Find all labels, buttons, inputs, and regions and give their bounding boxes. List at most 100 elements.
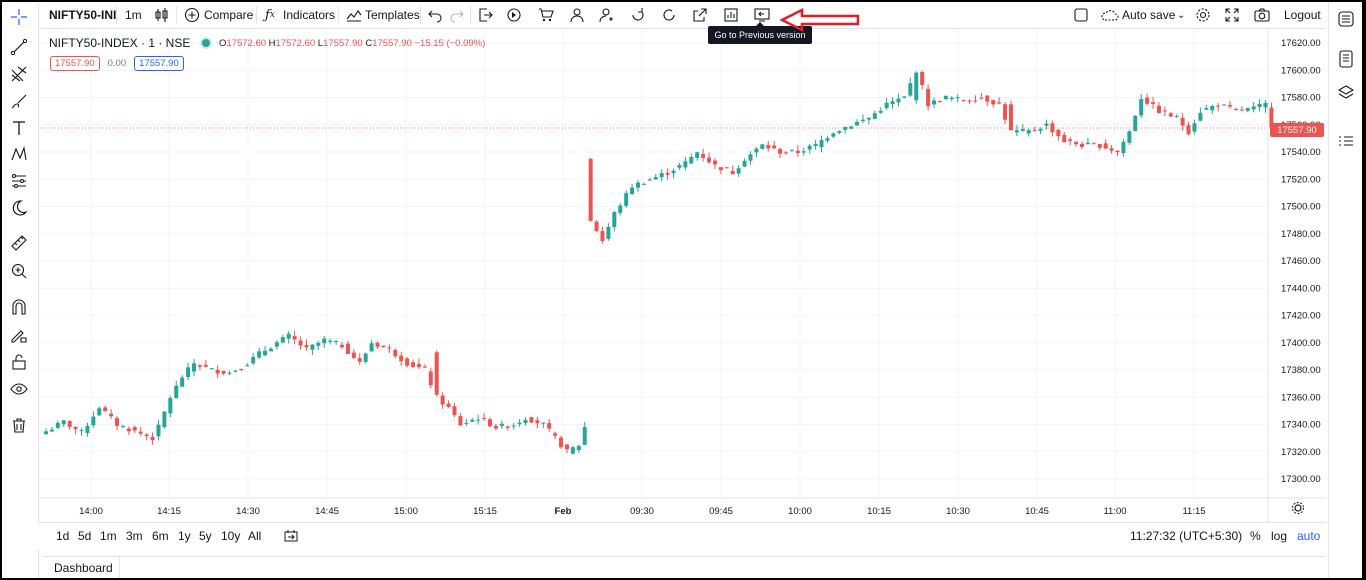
range-5y[interactable]: 5y [199,529,212,543]
cart-icon[interactable] [538,7,554,23]
candle-body [197,365,202,367]
log-toggle[interactable]: log [1271,529,1288,543]
candle-body [405,358,410,366]
gear-icon[interactable] [1195,7,1211,23]
red-arrow-annotation [780,8,860,32]
candle-body [97,408,102,416]
checkbox-icon[interactable] [1073,7,1089,23]
candle-body [221,370,226,374]
candle-body [1044,123,1049,126]
clock[interactable]: 11:27:32 (UTC+5:30) [1130,529,1243,543]
candle-body [748,154,753,161]
menu-icon[interactable] [1337,10,1355,28]
lock-icon[interactable] [10,353,28,371]
candle-body [967,100,972,102]
compare-plus-icon[interactable] [184,7,200,23]
range-3m[interactable]: 3m [126,529,143,543]
range-all[interactable]: All [248,529,262,543]
undo-icon[interactable] [427,7,443,23]
candle-body [209,368,214,370]
fib-tool-icon[interactable] [10,65,28,83]
interval-button[interactable]: 1m [125,8,142,22]
panel-toggle-icon[interactable] [1337,132,1355,150]
watchlist-icon[interactable] [1337,50,1355,68]
eye-icon[interactable] [10,380,28,398]
percent-toggle[interactable]: % [1250,529,1261,543]
export-icon[interactable] [477,7,493,23]
candle-body [268,348,273,352]
candle-body [547,423,552,429]
candle-body [280,337,285,343]
candle-body [304,344,309,348]
dashboard-tab[interactable]: Dashboard [42,557,120,578]
chart-canvas[interactable]: 17620.0017600.0017580.0017560.0017540.00… [2,2,1326,548]
candle-body [1151,102,1156,104]
candle-body [878,110,883,113]
candle-body [79,430,84,432]
replay-icon[interactable] [506,7,522,23]
user-settings-icon[interactable] [599,7,615,23]
candle-body [564,444,569,450]
prediction-icon[interactable] [10,172,28,190]
candle-body [1168,113,1173,117]
ruler-icon[interactable] [10,234,28,252]
text-tool-icon[interactable] [10,119,28,137]
brush-icon[interactable] [10,92,28,110]
buy-button[interactable]: 17557.90 [134,56,184,71]
candle-body [624,193,629,206]
candle-body [1216,105,1221,107]
cloud-icon[interactable] [1100,7,1120,23]
range-1d[interactable]: 1d [56,529,70,543]
axis-settings-icon[interactable] [1292,502,1304,514]
pattern-icon[interactable] [10,145,28,163]
popout-icon[interactable] [692,7,708,23]
candle-body [896,98,901,103]
range-1y[interactable]: 1y [178,529,191,543]
fullscreen-icon[interactable] [1224,7,1240,23]
user-icon[interactable] [569,7,585,23]
chevron-down-icon[interactable]: ⌄ [1177,9,1186,21]
previous-version-icon[interactable] [754,7,770,23]
candles-icon[interactable] [154,7,170,23]
templates-button[interactable]: Templates [365,8,420,22]
candle-body [322,338,327,344]
candle-body [559,437,564,448]
range-1m[interactable]: 1m [100,529,117,543]
legend-symbol: NIFTY50-INDEX · 1 · NSE [49,36,191,50]
camera-icon[interactable] [1254,7,1270,23]
candle-body [458,416,463,426]
crosshair-icon[interactable] [10,8,28,26]
sync-icon[interactable] [661,7,677,23]
compare-button[interactable]: Compare [204,8,254,22]
x-tick-label: 15:15 [473,506,497,517]
separator [338,6,339,24]
auto-toggle[interactable]: auto [1297,529,1321,543]
date-range-icon[interactable] [284,529,298,543]
logout-button[interactable]: Logout [1284,8,1321,22]
magnet-icon[interactable] [10,298,28,316]
candle-body [1245,107,1250,111]
redo-icon[interactable] [449,7,465,23]
trash-icon[interactable] [10,416,28,434]
refresh-icon[interactable] [630,7,646,23]
trend-line-icon[interactable] [10,38,28,56]
candle-body [363,353,368,362]
layers-icon[interactable] [1337,84,1355,102]
range-10y[interactable]: 10y [221,529,241,543]
autosave-label[interactable]: Auto save [1122,8,1176,22]
pencil-lock-icon[interactable] [10,326,28,344]
chart-legend[interactable]: NIFTY50-INDEX · 1 · NSE [49,36,211,50]
range-6m[interactable]: 6m [152,529,169,543]
sell-button[interactable]: 17557.90 [50,56,100,71]
range-5d[interactable]: 5d [78,529,92,543]
chart-view-icon[interactable] [723,7,739,23]
zoom-in-icon[interactable] [10,262,28,280]
symbol-search[interactable]: NIFTY50-INI [49,8,117,22]
moon-icon[interactable] [10,199,28,217]
candle-body [257,351,262,358]
indicators-button[interactable]: Indicators [283,8,336,22]
templates-icon[interactable] [346,7,362,23]
candle-body [1127,131,1132,143]
